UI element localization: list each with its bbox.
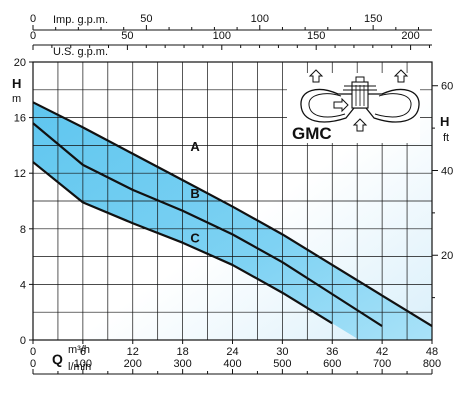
x-tick-label-m3h: 42 bbox=[376, 346, 388, 358]
top-scale-tick-label: 0 bbox=[30, 30, 36, 42]
curve-b bbox=[32, 122, 383, 328]
y-axis-title-right: H bbox=[440, 114, 449, 129]
imp-gpm-scale-label: Imp. g.p.m. bbox=[53, 14, 108, 26]
y-tick-label-left: 0 bbox=[20, 335, 26, 347]
curve-a bbox=[32, 101, 433, 328]
top-scale-tick-label: 50 bbox=[140, 13, 152, 25]
x-tick-label-lmin: 500 bbox=[273, 358, 291, 370]
x-tick-label-lmin: 800 bbox=[423, 358, 441, 370]
curve-label-c: C bbox=[190, 231, 200, 246]
y-tick-label-left: 4 bbox=[20, 279, 26, 291]
curve-c bbox=[32, 161, 333, 325]
curve-label-a: A bbox=[190, 139, 200, 154]
y-tick-label-left: 8 bbox=[20, 224, 26, 236]
top-scale-tick-label: 200 bbox=[401, 30, 419, 42]
x-tick-label-lmin: 300 bbox=[173, 358, 191, 370]
x-tick-label-m3h: 12 bbox=[127, 346, 139, 358]
y-tick-label-left: 12 bbox=[14, 168, 26, 180]
x-tick-label-lmin: 600 bbox=[323, 358, 341, 370]
top-scale-tick-label: 0 bbox=[30, 13, 36, 25]
curves: A B C bbox=[32, 101, 433, 328]
top-scale-tick-label: 100 bbox=[213, 30, 231, 42]
y-tick-label-right: 40 bbox=[441, 165, 453, 177]
y-axis-unit-left: m bbox=[12, 93, 21, 105]
top-scale-tick-label: 150 bbox=[364, 13, 382, 25]
y-axis-title-left: H bbox=[12, 76, 21, 91]
top-scale-tick-label: 50 bbox=[121, 30, 133, 42]
top-scale-tick-label: 100 bbox=[251, 13, 269, 25]
top-scale-tick-label: 150 bbox=[307, 30, 325, 42]
y-tick-label-left: 16 bbox=[14, 113, 26, 125]
y-axis-unit-right: ft bbox=[443, 132, 449, 144]
x-axis-title: Q bbox=[52, 351, 63, 367]
x-tick-label-m3h: 18 bbox=[177, 346, 189, 358]
curve-label-b: B bbox=[190, 186, 199, 201]
x-tick-label-m3h: 30 bbox=[276, 346, 288, 358]
y-tick-label-right: 20 bbox=[441, 250, 453, 262]
x-tick-label-m3h: 48 bbox=[426, 346, 438, 358]
x-tick-label-m3h: 36 bbox=[326, 346, 338, 358]
x-tick-label-lmin: 100 bbox=[74, 358, 92, 370]
x-axis-unit-m3h: m³/h bbox=[68, 344, 90, 356]
x-tick-label-lmin: 700 bbox=[373, 358, 391, 370]
x-axis-unit-lmin: l/min bbox=[68, 361, 91, 373]
y-tick-label-left: 20 bbox=[14, 57, 26, 69]
x-tick-label-lmin: 200 bbox=[124, 358, 142, 370]
x-tick-label-m3h: 0 bbox=[30, 346, 36, 358]
y-tick-label-right: 60 bbox=[441, 81, 453, 93]
model-label: GMC bbox=[292, 124, 332, 143]
x-tick-label-lmin: 400 bbox=[223, 358, 241, 370]
x-tick-label-m3h: 6 bbox=[80, 346, 86, 358]
x-tick-label-m3h: 24 bbox=[226, 346, 238, 358]
pump-schematic bbox=[287, 69, 420, 143]
us-gpm-scale-label: U.S. g.p.m. bbox=[53, 46, 108, 58]
x-tick-label-lmin: 0 bbox=[30, 358, 36, 370]
